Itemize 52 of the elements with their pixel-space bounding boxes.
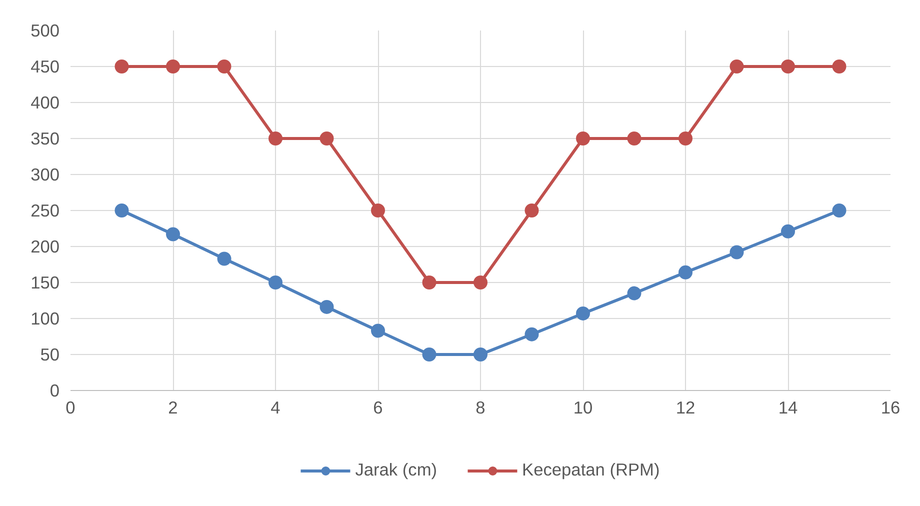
point [268,132,282,146]
point [320,300,334,314]
y-tick-label: 250 [30,200,60,220]
x-tick-label: 6 [373,398,383,418]
point [320,132,334,146]
y-tick-label: 50 [40,344,60,364]
point [781,224,795,238]
point [371,324,385,338]
point [524,204,539,218]
y-tick-label: 450 [30,56,60,76]
x-tick-label: 4 [270,398,281,418]
point [422,276,436,290]
y-tick-label: 100 [30,308,60,328]
point [678,265,692,280]
point [627,286,642,300]
point [678,132,692,146]
x-tick-label: 0 [66,398,76,418]
point [832,60,846,74]
point [268,276,282,290]
x-tick-label: 10 [573,398,593,418]
y-tick-label: 350 [30,128,60,148]
point [781,60,795,74]
x-tick-label: 2 [168,398,178,418]
x-tick-label: 12 [676,398,696,418]
y-tick-label: 500 [30,20,60,40]
x-tick-label: 14 [778,398,798,418]
x-tick-label: 16 [880,398,900,418]
point [371,204,385,218]
point [627,132,642,146]
point [474,276,488,290]
point [576,132,590,146]
legend-label: Kecepatan (RPM) [522,460,660,480]
point [166,60,180,74]
point [217,60,232,74]
y-tick-label: 300 [30,164,60,184]
point [166,227,180,242]
point [114,204,129,218]
point [730,245,744,260]
point [422,348,436,362]
point [524,327,539,342]
y-tick-label: 150 [30,272,60,292]
y-tick-label: 0 [50,380,60,400]
point [217,252,232,266]
x-tick-label: 8 [476,398,486,418]
legend-label: Jarak (cm) [355,460,438,480]
y-tick-label: 400 [30,92,60,112]
point [832,204,846,218]
point [114,60,129,74]
point [576,306,590,320]
point [474,348,488,362]
point [730,60,744,74]
y-tick-label: 200 [30,236,60,256]
